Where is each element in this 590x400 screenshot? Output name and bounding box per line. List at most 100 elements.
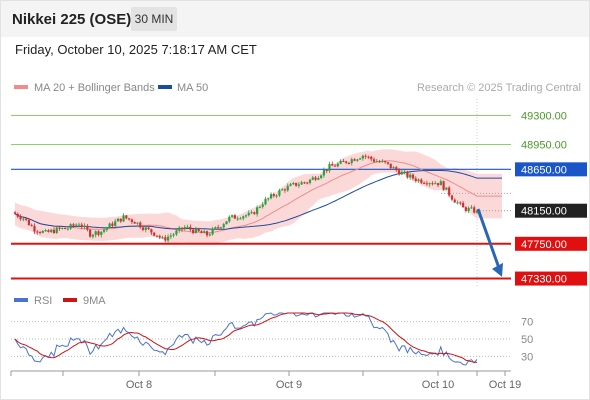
candle-down xyxy=(464,207,467,211)
candle-up xyxy=(322,169,326,176)
rsi-legend-swatch xyxy=(14,298,28,302)
candle-up xyxy=(311,177,314,180)
candle-down xyxy=(233,215,236,219)
candle-down xyxy=(139,222,142,228)
candle-up xyxy=(356,159,359,161)
candle-up xyxy=(116,218,120,222)
candle-up xyxy=(75,224,78,226)
candle-down xyxy=(150,229,153,233)
candle-up xyxy=(222,224,225,228)
candle-up xyxy=(239,218,242,220)
candle-down xyxy=(389,163,392,169)
candle-up xyxy=(203,231,206,233)
candle-down xyxy=(47,230,50,232)
candle-down xyxy=(217,227,220,229)
candle-down xyxy=(473,207,476,213)
candle-up xyxy=(94,231,97,235)
candle-down xyxy=(450,195,454,200)
candle-down xyxy=(128,218,131,220)
candle-up xyxy=(328,163,331,171)
chart-header: Nikkei 225 (OSE) 30 MIN xyxy=(1,1,589,37)
candle-up xyxy=(169,235,172,237)
candle-up xyxy=(225,221,228,225)
candle-down xyxy=(133,221,136,224)
candle-up xyxy=(219,227,223,229)
candle-down xyxy=(13,212,17,214)
timeframe-button[interactable]: 30 MIN xyxy=(131,7,177,31)
candle-down xyxy=(119,218,122,222)
candle-down xyxy=(155,235,159,237)
candle-up xyxy=(44,230,47,232)
candle-down xyxy=(353,159,356,161)
candle-up xyxy=(166,236,170,241)
candle-up xyxy=(244,215,248,217)
candle-up xyxy=(183,226,186,230)
level-label-blue: 48650.00 xyxy=(521,164,567,176)
copyright-text: Research © 2025 Trading Central xyxy=(417,82,581,94)
candle-down xyxy=(125,215,128,219)
current-price-tag xyxy=(515,203,587,218)
candle-down xyxy=(461,202,465,208)
candle-down xyxy=(414,178,417,181)
candle-up xyxy=(275,195,278,197)
candle-down xyxy=(283,189,287,191)
time-axis-label: Oct 19 xyxy=(489,379,521,391)
candle-down xyxy=(347,162,351,164)
candle-up xyxy=(77,224,81,226)
candle-down xyxy=(200,231,203,233)
candle-down xyxy=(370,156,373,160)
candle-down xyxy=(333,165,337,167)
candle-down xyxy=(453,199,456,203)
level-tag-red xyxy=(515,271,587,286)
current-price-label: 48150.00 xyxy=(521,206,567,218)
candle-up xyxy=(336,163,339,167)
time-axis-label: Oct 8 xyxy=(126,379,152,391)
candle-down xyxy=(192,229,195,233)
candle-down xyxy=(395,167,398,171)
candle-up xyxy=(144,227,147,230)
candle-down xyxy=(30,225,33,227)
candle-up xyxy=(66,228,69,230)
candle-down xyxy=(197,228,200,232)
ma20-legend-label: MA 20 + Bollinger Bands xyxy=(34,82,155,94)
candle-up xyxy=(403,171,406,173)
candle-down xyxy=(314,177,317,180)
candle-up xyxy=(258,206,262,208)
candle-down xyxy=(303,182,306,184)
candle-down xyxy=(189,226,192,230)
candle-up xyxy=(214,227,217,229)
candle-down xyxy=(111,223,114,226)
candle-down xyxy=(459,202,462,204)
candle-up xyxy=(247,212,250,216)
candle-up xyxy=(456,202,459,204)
candle-down xyxy=(19,216,22,220)
candle-up xyxy=(186,226,189,228)
rsi-tick-label: 50 xyxy=(521,334,533,346)
candle-down xyxy=(367,156,370,158)
candle-up xyxy=(467,207,470,211)
candle-up xyxy=(102,229,106,232)
level-label-red: 47330.00 xyxy=(521,274,567,286)
candle-up xyxy=(297,184,300,186)
ma50-legend-label: MA 50 xyxy=(177,82,208,94)
candle-up xyxy=(178,227,181,231)
candle-up xyxy=(381,161,384,163)
candle-up xyxy=(475,210,479,213)
candle-down xyxy=(158,235,161,238)
candle-up xyxy=(470,207,473,209)
rsi-ma-line xyxy=(14,312,478,363)
candle-up xyxy=(136,222,139,224)
candle-down xyxy=(25,218,28,220)
candle-up xyxy=(278,190,281,196)
candle-up xyxy=(194,228,198,233)
candle-down xyxy=(448,187,451,196)
rsi-tick-label: 30 xyxy=(521,351,533,363)
candle-down xyxy=(72,224,75,226)
candle-down xyxy=(364,155,367,157)
candle-up xyxy=(292,183,295,185)
candle-down xyxy=(180,227,184,230)
level-label-green: 49300.00 xyxy=(521,111,567,123)
candle-down xyxy=(63,228,67,230)
candle-down xyxy=(411,174,415,179)
